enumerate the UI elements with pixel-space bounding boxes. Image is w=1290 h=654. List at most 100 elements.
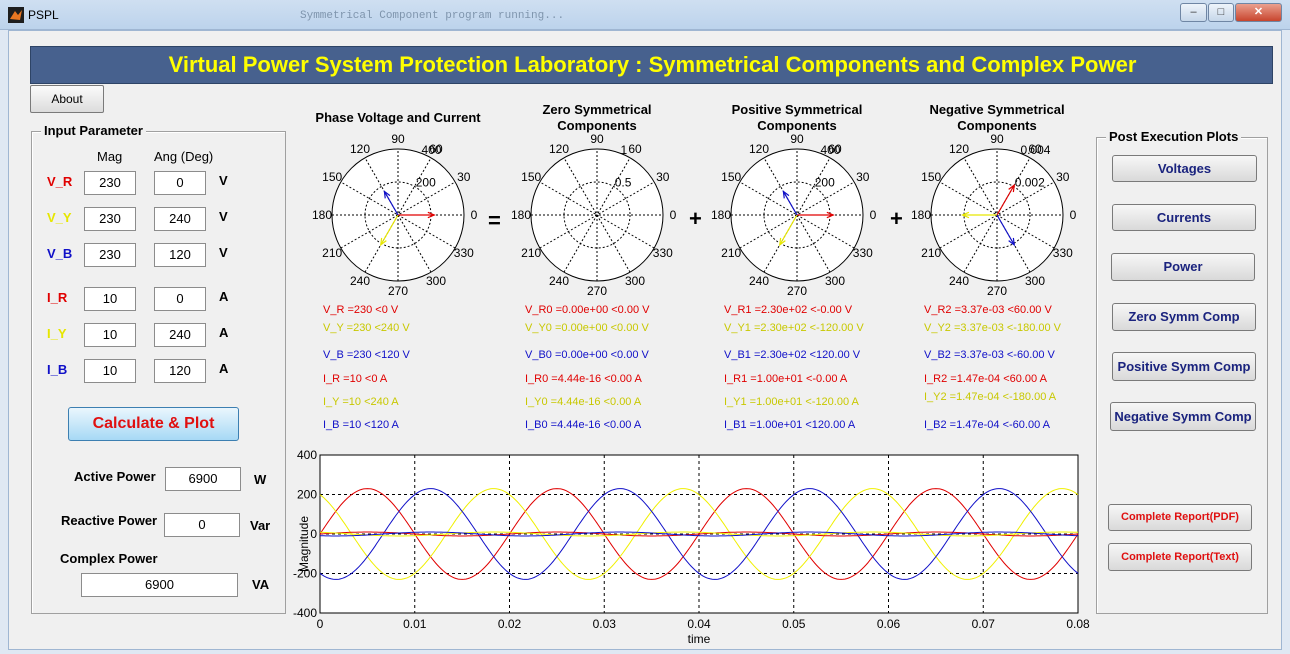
result-text: I_Y0 =4.44e-16 <0.00 A xyxy=(525,396,642,408)
post-plot-button-currents[interactable]: Currents xyxy=(1112,204,1256,231)
unit-label-4: A xyxy=(219,325,229,340)
calculate-plot-button[interactable]: Calculate & Plot xyxy=(68,407,239,441)
y-tick-label: 400 xyxy=(297,448,317,462)
complete-report-text-button[interactable]: Complete Report(Text) xyxy=(1108,543,1252,571)
polar-angle-label: 150 xyxy=(322,170,342,184)
polar-angle-label: 270 xyxy=(587,284,607,298)
polar-angle-label: 180 xyxy=(911,208,931,222)
row-label-0: V_R xyxy=(47,174,73,189)
y-tick-label: -200 xyxy=(293,567,317,581)
polar-angle-label: 60 xyxy=(628,142,642,156)
post-plot-button-power[interactable]: Power xyxy=(1111,253,1255,281)
unit-label-3: A xyxy=(219,289,229,304)
polar-angle-label: 300 xyxy=(625,274,645,288)
complex-power-unit: VA xyxy=(252,577,270,592)
mag-field-0[interactable]: 230 xyxy=(84,171,136,195)
angle-field-0[interactable]: 0 xyxy=(154,171,206,195)
polar-radius-label: 0.002 xyxy=(1015,176,1045,190)
reactive-power-field[interactable]: 0 xyxy=(164,513,240,537)
result-text: I_Y1 =1.00e+01 <-120.00 A xyxy=(724,396,859,408)
waveform-chart: 0 0.01 0.02 0.03 0.04 0.05 0.06 0.07 0.08 400 200 0… xyxy=(293,448,1090,645)
polar-plot-2: 0 30 60 90 120 150 180 210 240 270 300 330 400 200 xyxy=(711,132,877,298)
polar-radius-label: 400 xyxy=(421,143,441,157)
input-parameter-panel xyxy=(31,131,286,614)
polar-angle-label: 240 xyxy=(749,274,769,288)
about-button[interactable]: About xyxy=(30,85,104,113)
polar-angle-label: 90 xyxy=(391,132,405,146)
equals-sign: = xyxy=(488,208,501,233)
polar-angle-label: 90 xyxy=(790,132,804,146)
close-button[interactable]: ✕ xyxy=(1235,3,1282,22)
phasor-vector xyxy=(996,184,1015,216)
polar-angle-label: 300 xyxy=(825,274,845,288)
x-tick-label: 0.04 xyxy=(687,617,711,631)
angle-field-3[interactable]: 0 xyxy=(154,287,206,311)
polar-angle-label: 270 xyxy=(987,284,1007,298)
result-text: V_Y0 =0.00e+00 <0.00 V xyxy=(525,322,649,334)
waveform-series-3 xyxy=(319,531,1079,537)
post-plot-button-negative-symm-comp[interactable]: Negative Symm Comp xyxy=(1110,402,1256,431)
result-text: V_Y1 =2.30e+02 <-120.00 V xyxy=(724,322,864,334)
polar-angle-label: 330 xyxy=(653,246,673,260)
polar-angle-label: 210 xyxy=(521,246,541,260)
active-power-label: Active Power xyxy=(74,469,156,484)
reactive-power-label: Reactive Power xyxy=(61,513,158,528)
polar-angle-label: 330 xyxy=(853,246,873,260)
x-tick-label: 0.06 xyxy=(877,617,901,631)
window-title: PSPL xyxy=(28,8,59,22)
angle-field-2[interactable]: 120 xyxy=(154,243,206,267)
polar-angle-label: 120 xyxy=(949,142,969,156)
reactive-power-unit: Var xyxy=(250,518,271,533)
minimize-button[interactable]: – xyxy=(1180,3,1207,22)
mag-field-4[interactable]: 10 xyxy=(84,323,136,347)
polar-angle-label: 90 xyxy=(590,132,604,146)
polar-radius-label: 400 xyxy=(820,143,840,157)
angle-field-4[interactable]: 240 xyxy=(154,323,206,347)
angle-field-5[interactable]: 120 xyxy=(154,359,206,383)
polar-radius-label: 1 xyxy=(620,143,627,157)
waveform-series-5 xyxy=(319,531,1079,537)
polar-angle-label: 150 xyxy=(921,170,941,184)
x-tick-label: 0.05 xyxy=(782,617,806,631)
phasor-arrowhead xyxy=(1008,237,1016,247)
result-text: I_B2 =1.47e-04 <-60.00 A xyxy=(924,419,1050,431)
polar-title-0: Phase Voltage and Current xyxy=(298,110,498,126)
angle-field-1[interactable]: 240 xyxy=(154,207,206,231)
post-plot-button-zero-symm-comp[interactable]: Zero Symm Comp xyxy=(1112,303,1256,331)
maximize-button[interactable]: □ xyxy=(1208,3,1234,22)
complete-report-pdf-button[interactable]: Complete Report(PDF) xyxy=(1108,504,1252,531)
mag-field-3[interactable]: 10 xyxy=(84,287,136,311)
x-tick-label: 0.01 xyxy=(403,617,427,631)
polar-angle-label: 0 xyxy=(471,208,478,222)
polar-title-line: Components xyxy=(557,118,637,133)
polar-angle-label: 30 xyxy=(856,170,870,184)
result-text: V_B2 =3.37e-03 <-60.00 V xyxy=(924,349,1055,361)
post-panel-title: Post Execution Plots xyxy=(1106,129,1242,144)
mag-field-1[interactable]: 230 xyxy=(84,207,136,231)
phasor-arrowhead xyxy=(960,211,970,219)
polar-angle-label: 0 xyxy=(1070,208,1077,222)
polar-angle-label: 210 xyxy=(921,246,941,260)
polar-plot-1: 0 30 60 90 120 150 180 210 240 270 300 330 1 0.5 xyxy=(511,132,677,298)
polar-radius-label: 0.004 xyxy=(1020,143,1050,157)
post-plot-button-positive-symm-comp[interactable]: Positive Symm Comp xyxy=(1112,352,1256,381)
unit-label-5: A xyxy=(219,361,229,376)
polar-angle-label: 330 xyxy=(454,246,474,260)
phasor-arrowhead xyxy=(826,211,835,219)
active-power-field[interactable]: 6900 xyxy=(165,467,241,491)
polar-inner-ring xyxy=(963,181,1031,249)
polar-plot-0: 0 30 60 90 120 150 180 210 240 270 300 330 400 200 xyxy=(312,132,478,298)
title-bar xyxy=(0,0,1290,30)
polar-angle-label: 240 xyxy=(350,274,370,288)
polar-angle-label: 150 xyxy=(721,170,741,184)
banner-title: Virtual Power System Protection Laborato… xyxy=(168,52,1137,77)
phasor-vector xyxy=(779,214,798,246)
complex-power-field[interactable]: 6900 xyxy=(81,573,238,597)
polar-angle-label: 120 xyxy=(749,142,769,156)
mag-field-2[interactable]: 230 xyxy=(84,243,136,267)
result-text: V_R0 =0.00e+00 <0.00 V xyxy=(525,304,650,316)
polar-angle-label: 30 xyxy=(1056,170,1070,184)
polar-angle-label: 180 xyxy=(511,208,531,222)
mag-field-5[interactable]: 10 xyxy=(84,359,136,383)
post-plot-button-voltages[interactable]: Voltages xyxy=(1112,155,1257,182)
